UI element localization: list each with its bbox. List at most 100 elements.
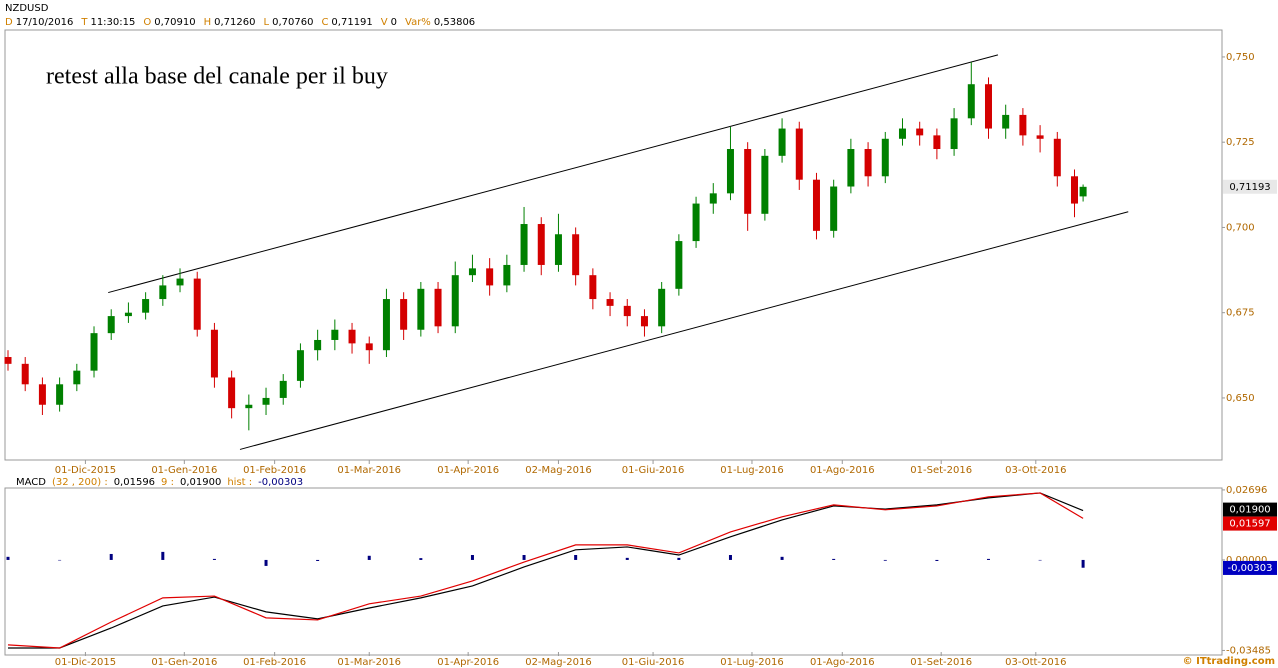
- macd-line: [7, 492, 1084, 649]
- value-box-label: 0,01900: [1229, 505, 1270, 516]
- candle-body: [38, 384, 46, 405]
- macd-header-part: 0,01900: [180, 477, 221, 488]
- hist-bar: [161, 551, 165, 560]
- value-box-label: -0,00303: [1228, 563, 1273, 574]
- candle-body: [245, 404, 253, 409]
- candle-body: [778, 128, 786, 156]
- candle-body: [228, 377, 236, 409]
- macd-panel: [4, 487, 1223, 656]
- candle-body: [159, 285, 167, 300]
- candle-body: [881, 138, 889, 177]
- candle-body: [675, 241, 683, 289]
- candle-body: [709, 193, 717, 204]
- macd-header-part: 0,01596: [114, 477, 155, 488]
- candle-body: [623, 305, 631, 317]
- candle-body: [314, 339, 322, 351]
- candle-body: [503, 264, 511, 286]
- candle-body: [520, 224, 528, 265]
- hist-bar: [419, 558, 423, 560]
- hist-bar: [574, 555, 578, 560]
- annotation: retest alla base del canale per il buy: [46, 64, 388, 90]
- candle-body: [21, 363, 29, 385]
- macd-line: [8, 492, 1084, 649]
- candle-body: [984, 84, 992, 129]
- symbol: NZDUSD: [5, 3, 49, 14]
- x-tick-label: 02-Mag-2016: [525, 465, 592, 476]
- hist-bar: [264, 559, 268, 566]
- candle-body: [554, 234, 562, 265]
- candle-body: [1002, 114, 1010, 129]
- candle-body: [400, 299, 408, 330]
- candle-body: [898, 128, 906, 139]
- candle-body: [296, 350, 304, 381]
- field-key: V: [381, 17, 388, 28]
- candle-body: [142, 299, 150, 313]
- hist-bar: [316, 559, 320, 561]
- x-tick-label: 01-Gen-2016: [151, 465, 217, 476]
- candle-body: [572, 234, 580, 276]
- x-tick-label: 01-Feb-2016: [243, 657, 306, 668]
- candle-body: [1036, 135, 1044, 139]
- hist-bar: [367, 555, 371, 560]
- x-tick-label: 01-Feb-2016: [243, 465, 306, 476]
- hist-bar: [6, 556, 10, 560]
- hist-bar: [212, 558, 216, 560]
- candle-body: [795, 128, 803, 180]
- hist-bar: [780, 556, 784, 560]
- field-key: C: [321, 17, 328, 28]
- macd-header-part: 9 :: [161, 477, 174, 488]
- y-tick-label: 0,02696: [1226, 485, 1267, 496]
- y-tick-label: -0,03485: [1226, 645, 1271, 656]
- macd-header-part: -0,00303: [258, 477, 303, 488]
- x-tick-label: 01-Dic-2015: [55, 657, 116, 668]
- candle-body: [176, 278, 184, 286]
- field-value: 0,53806: [434, 17, 475, 28]
- trend-line: [239, 211, 1129, 450]
- candle-body: [107, 316, 115, 334]
- candle-body: [864, 149, 872, 177]
- candle-body: [692, 203, 700, 242]
- candle-body: [950, 118, 958, 150]
- value-box: [1223, 179, 1277, 194]
- value-box-label: 0,71193: [1229, 182, 1270, 193]
- candle-body: [537, 224, 545, 265]
- field-value: 11:30:15: [90, 17, 135, 28]
- x-tick-label: 01-Set-2016: [910, 465, 972, 476]
- candle-body: [933, 135, 941, 150]
- macd-header-part: (32 , 200) :: [52, 477, 108, 488]
- candle-body: [606, 299, 614, 306]
- value-box: [1223, 516, 1277, 531]
- field-value: 0: [391, 17, 397, 28]
- candle-body: [365, 343, 373, 351]
- candle-body: [967, 84, 975, 119]
- candle-body: [761, 155, 769, 214]
- hist-bar: [470, 555, 474, 560]
- candle-body: [124, 312, 132, 317]
- candle-body: [382, 299, 390, 351]
- x-tick-label: 01-Dic-2015: [55, 465, 116, 476]
- x-tick-label: 01-Set-2016: [910, 657, 972, 668]
- hist-bar: [935, 559, 939, 561]
- hist-bar: [1038, 559, 1042, 561]
- candle-body: [812, 179, 820, 231]
- header-fields: D 17/10/2016 T 11:30:15 O 0,70910 H 0,71260 L 0,7…: [5, 17, 475, 28]
- x-tick-label: 01-Mar-2016: [337, 657, 401, 668]
- field-key: O: [143, 17, 151, 28]
- candle-body: [348, 329, 356, 344]
- candle-body: [56, 384, 64, 405]
- footer: © ITtrading.com: [1183, 656, 1275, 667]
- candle-body: [210, 329, 218, 378]
- y-tick-label: 0,675: [1226, 308, 1255, 319]
- field-value: 0,70760: [272, 17, 313, 28]
- candle-body: [589, 275, 597, 300]
- hist-bar: [832, 558, 836, 560]
- x-tick-label: 01-Lug-2016: [720, 465, 783, 476]
- x-tick-label: 01-Giu-2016: [622, 465, 685, 476]
- candle-body: [434, 288, 442, 327]
- x-tick-label: 03-Ott-2016: [1005, 657, 1066, 668]
- candle-body: [1019, 114, 1027, 136]
- x-tick-label: 01-Apr-2016: [437, 657, 499, 668]
- candle-body: [1079, 186, 1087, 197]
- y-tick-label: 0,700: [1226, 222, 1255, 233]
- x-tick-label: 01-Ago-2016: [810, 465, 875, 476]
